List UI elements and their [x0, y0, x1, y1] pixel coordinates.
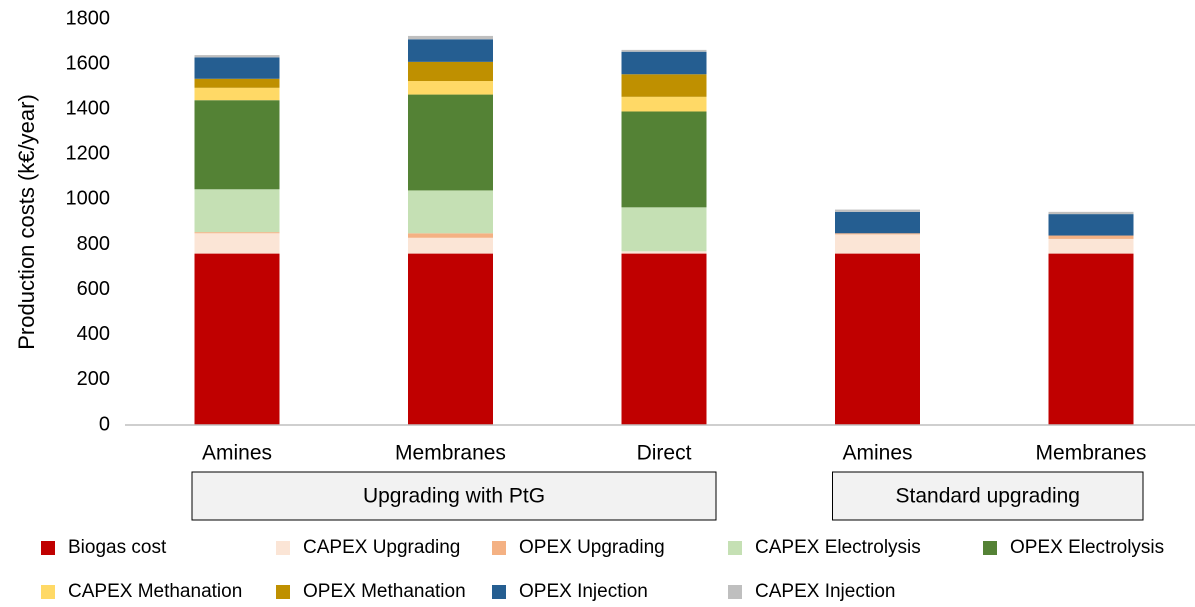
group-label: Upgrading with PtG	[363, 485, 545, 508]
bar-segment	[621, 96, 707, 112]
legend-swatch	[492, 585, 506, 599]
legend-label: CAPEX Electrolysis	[755, 537, 921, 558]
y-tick-label: 1600	[66, 52, 111, 74]
bar-segment	[408, 35, 493, 40]
bar-segment	[621, 49, 707, 52]
x-tick-label: Direct	[637, 442, 692, 465]
y-tick-label: 1800	[66, 7, 111, 29]
y-tick-label: 1000	[66, 188, 111, 210]
y-tick-label: 200	[77, 368, 110, 390]
bar-segment	[1048, 211, 1134, 215]
bar-segment	[621, 251, 707, 254]
x-tick-label: Amines	[842, 442, 912, 465]
bar-segment	[194, 189, 280, 233]
x-tick-label: Membranes	[395, 442, 506, 465]
bar-segment	[835, 211, 920, 234]
bar-segment	[194, 253, 280, 425]
bar-segment	[1048, 253, 1134, 425]
bar-segment	[835, 209, 920, 212]
legend-swatch	[983, 541, 997, 555]
bar-segment	[621, 253, 707, 425]
legend-label: Biogas cost	[68, 537, 167, 558]
legend-swatch	[276, 585, 290, 599]
legend-label: OPEX Electrolysis	[1010, 537, 1164, 558]
bar-segment	[408, 233, 493, 238]
legend-label: CAPEX Injection	[755, 581, 895, 602]
bar-segment	[194, 233, 280, 254]
legend-label: CAPEX Methanation	[68, 581, 242, 602]
legend-swatch	[728, 585, 742, 599]
bar-segment	[408, 39, 493, 62]
group-label: Standard upgrading	[896, 485, 1080, 508]
bar-segment	[1048, 238, 1134, 254]
legend-swatch	[41, 585, 55, 599]
bar-segment	[408, 81, 493, 95]
bar-segment	[621, 111, 707, 208]
bar-segment	[1048, 214, 1134, 236]
legend-swatch	[728, 541, 742, 555]
bar-segment	[194, 55, 280, 58]
bar-segment	[408, 237, 493, 254]
bar-segment	[194, 100, 280, 190]
bar-segment	[621, 207, 707, 252]
legend-label: OPEX Methanation	[303, 581, 466, 602]
legend-swatch	[276, 541, 290, 555]
y-tick-label: 800	[77, 233, 110, 255]
bar-segment	[408, 61, 493, 82]
bar-segment	[194, 57, 280, 79]
group-box	[832, 471, 1144, 521]
bar-segment	[408, 94, 493, 191]
bar-segment	[194, 87, 280, 101]
legend-swatch	[41, 541, 55, 555]
bar-segment	[835, 234, 920, 254]
y-tick-label: 0	[99, 413, 110, 435]
bar-segment	[194, 78, 280, 88]
y-tick-label: 600	[77, 278, 110, 300]
x-tick-label: Membranes	[1036, 442, 1147, 465]
bar-segment	[835, 233, 920, 235]
legend-swatch	[492, 541, 506, 555]
x-tick-label: Amines	[202, 442, 272, 465]
bar-segment	[408, 253, 493, 425]
legend-label: OPEX Injection	[519, 581, 648, 602]
bar-segment	[621, 51, 707, 75]
y-tick-label: 1200	[66, 143, 111, 165]
y-tick-label: 400	[77, 323, 110, 345]
bar-segment	[1048, 235, 1134, 239]
bar-segment	[194, 232, 280, 234]
y-axis-label: Production costs (k€/year)	[14, 94, 39, 350]
bar-segment	[408, 190, 493, 234]
legend-label: OPEX Upgrading	[519, 537, 665, 558]
legend-label: CAPEX Upgrading	[303, 537, 460, 558]
bar-segment	[835, 253, 920, 425]
bar-segment	[621, 74, 707, 97]
y-tick-label: 1400	[66, 98, 111, 120]
group-box	[191, 471, 717, 521]
